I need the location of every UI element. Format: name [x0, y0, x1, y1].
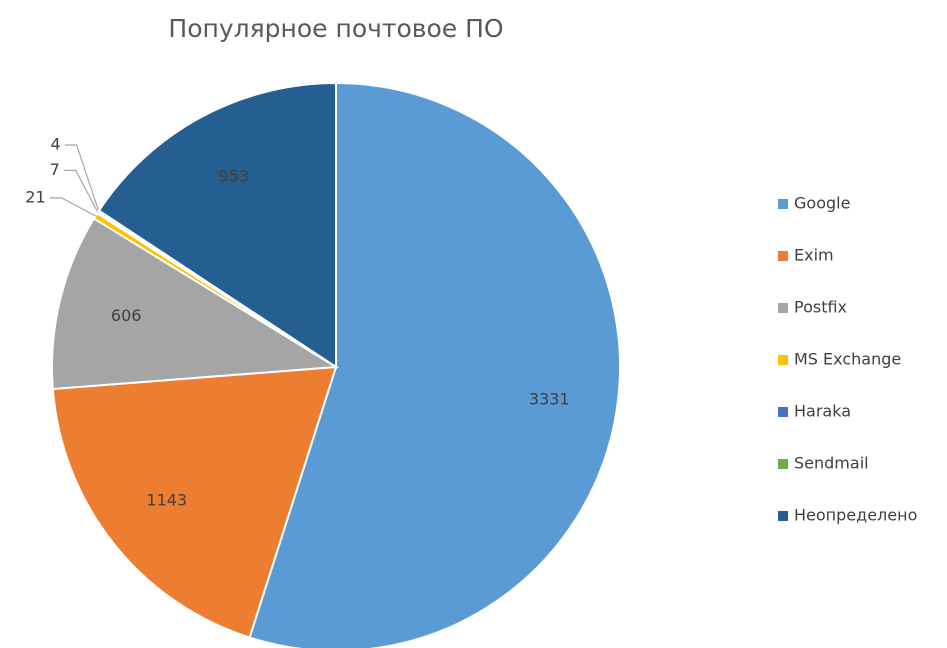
legend-swatch	[778, 355, 788, 365]
leader-line	[63, 169, 99, 213]
legend-label: Sendmail	[794, 454, 869, 473]
legend-label: Неопределено	[794, 506, 917, 525]
pie-slice	[97, 81, 337, 369]
data-label: 953	[218, 166, 249, 185]
legend-label: Google	[794, 194, 850, 213]
data-label: 4	[50, 135, 60, 154]
chart-title: Популярное почтовое ПО	[168, 14, 503, 43]
legend-label: Postfix	[794, 298, 847, 317]
data-label: 606	[111, 306, 142, 325]
pie-slice	[51, 365, 338, 639]
legend-swatch	[778, 199, 788, 209]
data-label: 3331	[529, 390, 570, 409]
legend-swatch	[778, 303, 788, 313]
legend-label: Exim	[794, 246, 834, 265]
legend-swatch	[778, 407, 788, 417]
legend-swatch	[778, 511, 788, 521]
legend-label: Haraka	[794, 402, 851, 421]
leader-line	[64, 144, 100, 212]
legend-swatch	[778, 459, 788, 469]
leader-line	[49, 197, 96, 217]
pie-slice	[51, 217, 340, 391]
legend-swatch	[778, 251, 788, 261]
legend-label: MS Exchange	[794, 350, 901, 369]
data-label: 1143	[146, 490, 187, 509]
data-label: 7	[50, 160, 60, 179]
pie-slice	[248, 81, 621, 648]
data-label: 21	[25, 187, 45, 206]
